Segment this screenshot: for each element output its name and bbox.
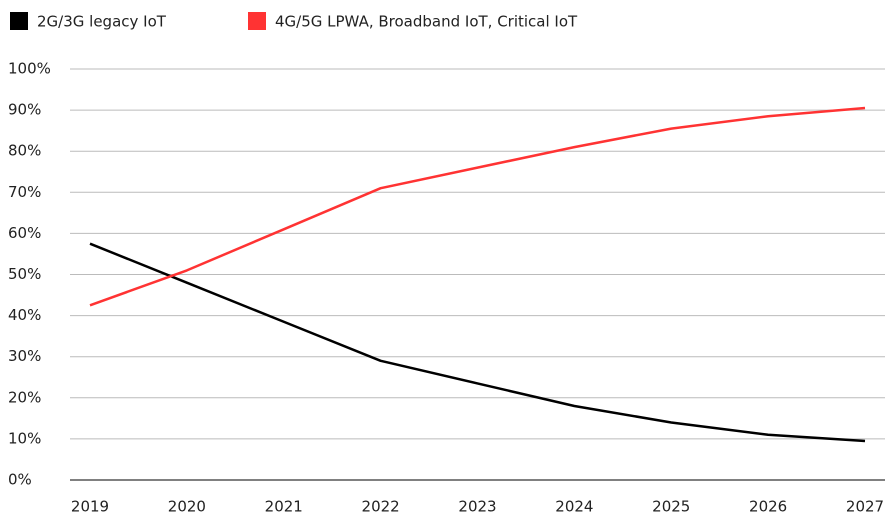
legend-label: 4G/5G LPWA, Broadband IoT, Critical IoT <box>275 13 578 31</box>
y-tick-label: 70% <box>8 183 41 201</box>
series-line <box>89 106 866 307</box>
y-tick-label: 50% <box>8 265 41 283</box>
x-tick-label: 2023 <box>458 498 496 513</box>
y-tick-label: 0% <box>8 471 32 489</box>
y-tick-label: 20% <box>8 388 41 406</box>
x-tick-label: 2022 <box>362 498 400 513</box>
x-tick-label: 2026 <box>749 498 787 513</box>
series-line <box>89 242 866 443</box>
x-tick-label: 2025 <box>652 498 690 513</box>
x-tick-label: 2027 <box>846 498 884 513</box>
legend-swatch <box>10 12 28 30</box>
y-tick-label: 10% <box>8 429 41 447</box>
y-tick-label: 80% <box>8 142 41 160</box>
legend-swatch <box>248 12 266 30</box>
x-tick-label: 2021 <box>265 498 303 513</box>
legend-label: 2G/3G legacy IoT <box>37 13 167 31</box>
y-tick-label: 90% <box>8 101 41 119</box>
y-tick-label: 40% <box>8 306 41 324</box>
x-tick-label: 2019 <box>71 498 109 513</box>
x-tick-label: 2024 <box>555 498 593 513</box>
y-tick-label: 30% <box>8 347 41 365</box>
x-tick-label: 2020 <box>168 498 206 513</box>
y-tick-label: 60% <box>8 224 41 242</box>
y-tick-label: 100% <box>8 60 51 78</box>
